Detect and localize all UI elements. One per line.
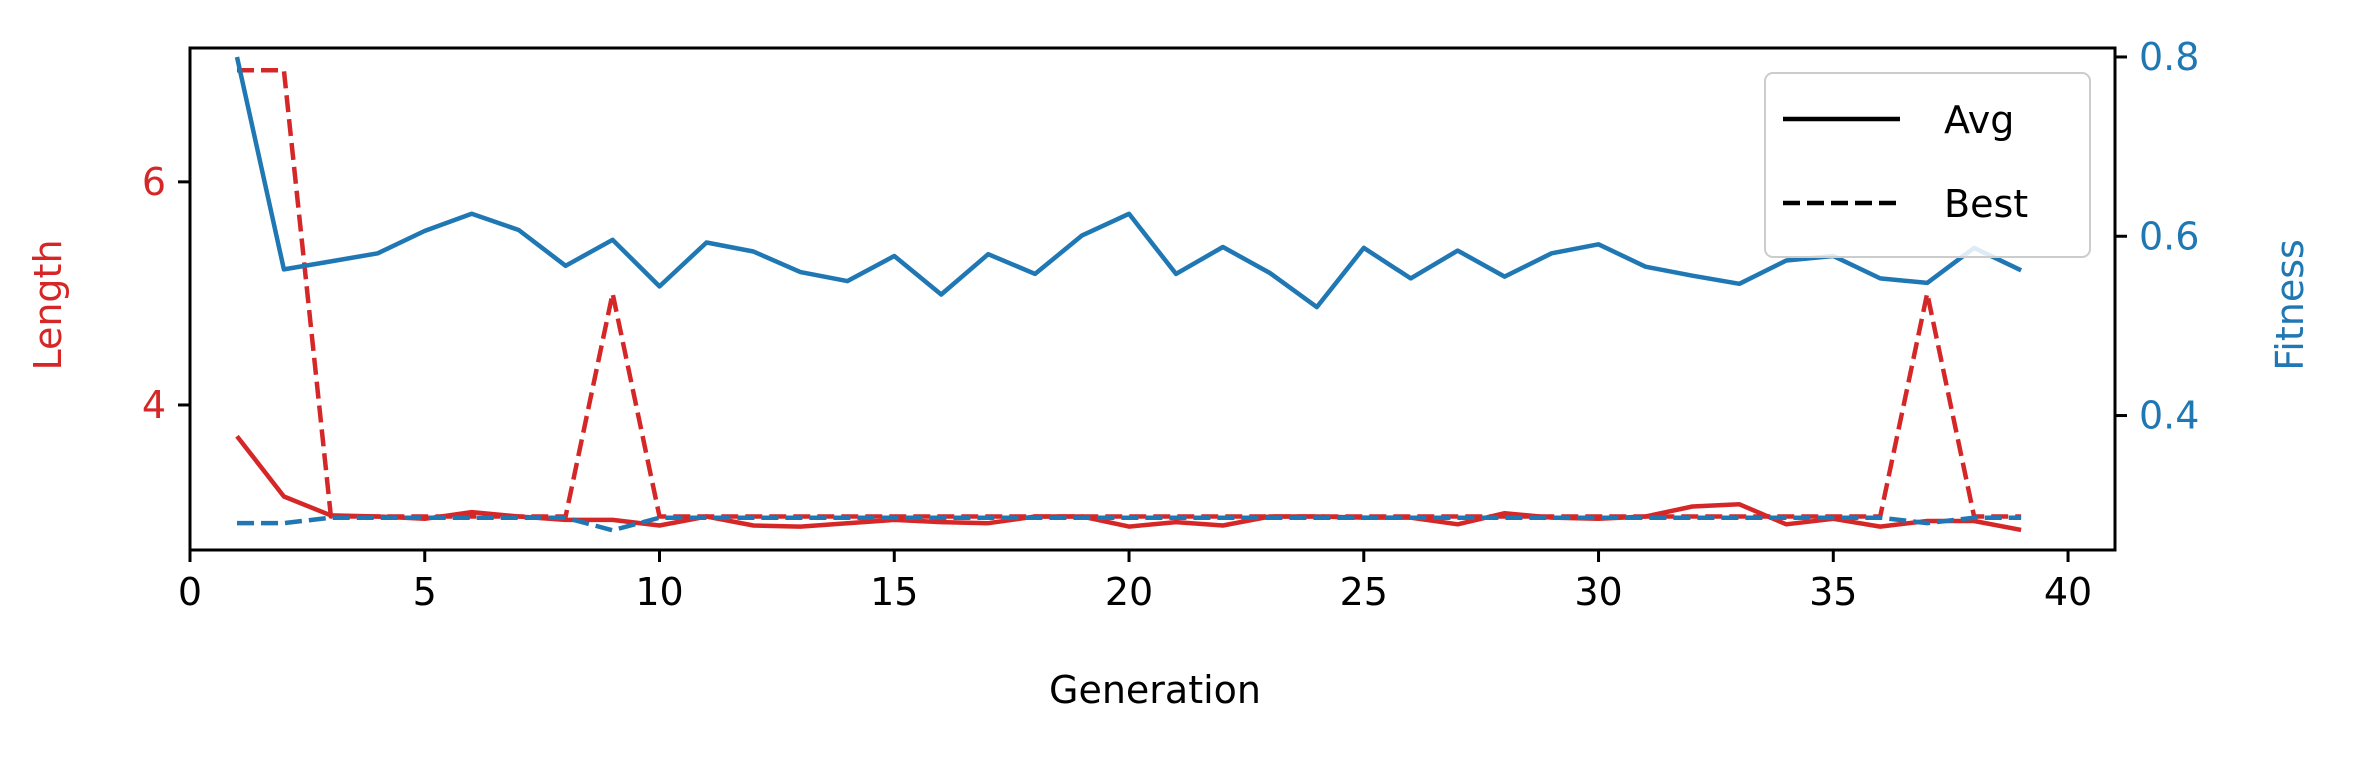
plot-frame [188,46,2117,552]
legend-box [1764,72,2091,258]
ticks-layer: 0 5 10 15 20 25 30 35 40 4 6 0.4 0.6 0.8 [142,35,2200,614]
right-y-axis-label: Fitness [2268,239,2312,371]
x-tick-label: 5 [413,570,437,614]
fitness-avg-line [234,56,2023,310]
legend: Avg Best [1764,72,2091,258]
left-y-tick-label: 6 [142,160,166,204]
right-y-tick-label: 0.8 [2139,35,2199,79]
left-y-tick-label: 4 [142,383,166,427]
left-y-axis-label: Length [26,239,70,370]
x-tick-label: 35 [1809,570,1857,614]
x-tick-label: 30 [1574,570,1622,614]
x-tick-label: 0 [178,570,202,614]
fitness-best-line [237,515,2022,533]
x-tick-label: 10 [635,570,683,614]
x-tick-label: 15 [870,570,918,614]
right-y-tick-label: 0.6 [2139,214,2199,258]
x-axis-label: Generation [1049,668,1261,712]
x-tick-label: 25 [1340,570,1388,614]
legend-avg-label: Avg [1944,98,2014,142]
legend-best-label: Best [1944,182,2028,226]
series-layer [234,56,2023,533]
x-tick-label: 20 [1105,570,1153,614]
x-tick-label: 40 [2044,570,2092,614]
right-y-tick-label: 0.4 [2139,394,2199,438]
